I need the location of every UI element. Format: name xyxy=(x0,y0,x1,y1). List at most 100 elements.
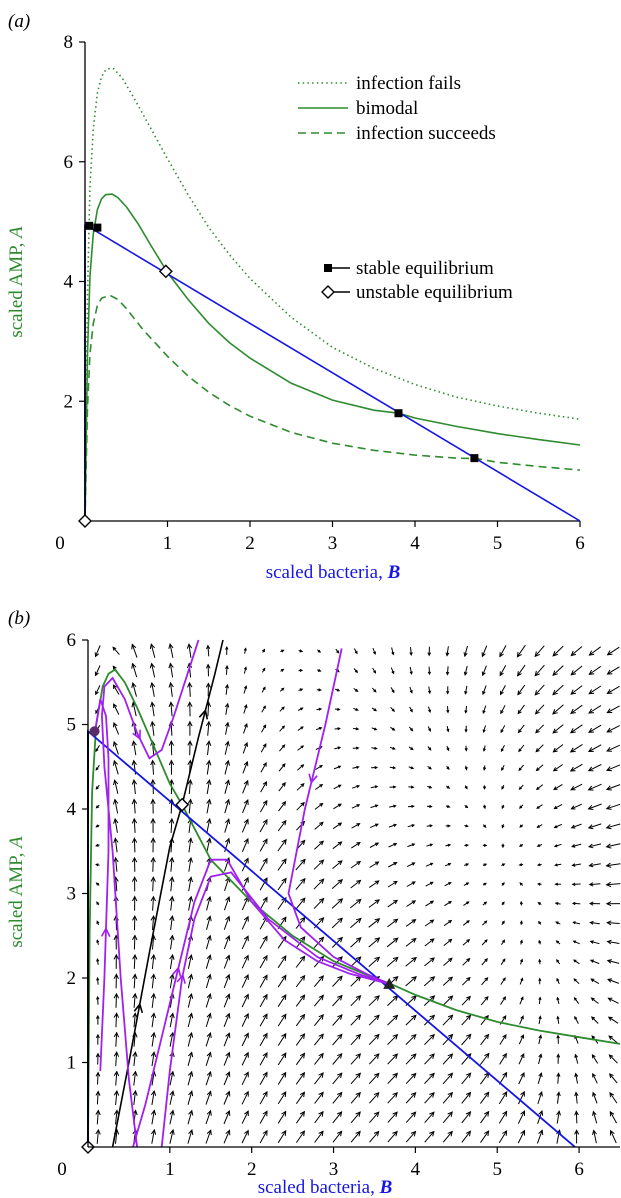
field-arrow-shaft xyxy=(151,1032,155,1047)
field-arrow-shaft xyxy=(241,916,249,930)
field-arrow-head xyxy=(318,688,322,692)
field-arrow-shaft xyxy=(133,954,136,969)
x-axis-label: scaled bacteria, B xyxy=(266,562,401,583)
field-arrow-shaft xyxy=(424,938,435,947)
field-arrow-head xyxy=(482,805,486,810)
field-arrow-head xyxy=(465,863,470,867)
bacteria-nullcline xyxy=(87,729,576,1148)
field-arrow-head xyxy=(590,978,595,983)
field-arrow-head xyxy=(448,938,453,943)
field-arrow-head xyxy=(538,996,542,1001)
field-arrow-shaft xyxy=(369,1092,380,1104)
field-arrow-head xyxy=(373,727,378,731)
field-arrow-head xyxy=(337,860,343,865)
field-arrow-shaft xyxy=(606,823,621,829)
field-arrow-head xyxy=(262,935,268,942)
field-arrow-head xyxy=(502,1110,508,1117)
field-arrow-shaft xyxy=(97,1072,99,1085)
field-arrow-head xyxy=(447,976,454,982)
field-arrow-shaft xyxy=(151,702,155,717)
field-arrow-shaft xyxy=(607,646,620,656)
field-arrow-head xyxy=(499,671,504,677)
field-arrow-head xyxy=(113,856,119,863)
field-arrow-shaft xyxy=(425,862,433,867)
field-arrow-head xyxy=(243,798,249,805)
legend-label: infection succeeds xyxy=(356,123,496,144)
field-arrow-head xyxy=(243,1051,249,1058)
field-arrow-head xyxy=(132,1051,138,1057)
field-arrow-head xyxy=(132,992,138,999)
field-arrow-head xyxy=(131,682,137,689)
field-arrow-head xyxy=(392,1014,399,1021)
field-arrow-shaft xyxy=(350,1034,361,1046)
field-arrow-head xyxy=(517,690,522,696)
field-arrow-head xyxy=(429,1033,435,1040)
field-arrow-head xyxy=(518,767,522,772)
field-arrow-head xyxy=(318,897,325,904)
field-arrow-head xyxy=(206,934,212,941)
x-axis-label-variable: B xyxy=(379,1177,393,1198)
field-arrow-shaft xyxy=(205,974,211,989)
field-arrow-head xyxy=(318,1072,324,1078)
field-arrow-shaft xyxy=(518,1034,524,1045)
field-arrow-head xyxy=(131,740,137,747)
field-arrow-head xyxy=(355,1111,361,1118)
field-arrow-shaft xyxy=(574,997,580,1004)
field-arrow-shaft xyxy=(333,765,341,770)
field-arrow-shaft xyxy=(241,897,249,911)
field-arrow-shaft xyxy=(206,760,210,775)
field-arrow-shaft xyxy=(575,1092,578,1104)
field-arrow-head xyxy=(206,759,212,766)
field-arrow-shaft xyxy=(296,802,305,811)
y-tick-label: 1 xyxy=(67,1053,77,1074)
field-arrow-shaft xyxy=(425,881,434,887)
field-arrow-head xyxy=(409,671,413,675)
field-arrow-head xyxy=(262,686,266,690)
legend-label: infection fails xyxy=(356,73,461,94)
field-arrow-head xyxy=(481,652,486,658)
field-arrow-shaft xyxy=(609,1111,618,1124)
field-arrow-shaft xyxy=(570,763,583,772)
field-arrow-head xyxy=(225,664,229,670)
field-arrow-shaft xyxy=(387,1073,398,1085)
field-arrow-head xyxy=(374,956,381,962)
field-arrow-head xyxy=(374,765,379,770)
field-arrow-head xyxy=(356,842,361,846)
field-arrow-shaft xyxy=(368,1073,380,1085)
field-arrow-head xyxy=(591,1035,596,1040)
field-arrow-head xyxy=(225,1109,231,1116)
field-arrow-head xyxy=(244,685,248,689)
field-arrow-head xyxy=(150,915,156,921)
field-arrow-head xyxy=(132,914,138,921)
field-arrow-head xyxy=(484,1110,490,1117)
field-arrow-head xyxy=(410,1072,417,1079)
field-arrow-head xyxy=(517,729,522,734)
field-arrow-shaft xyxy=(314,803,323,810)
field-arrow-head xyxy=(538,939,542,944)
field-arrow-shaft xyxy=(261,724,267,733)
field-arrow-head xyxy=(356,879,362,885)
field-arrow-shaft xyxy=(132,663,138,678)
field-arrow-shaft xyxy=(277,1033,287,1046)
field-arrow-head xyxy=(483,901,488,905)
field-arrow-head xyxy=(225,837,231,844)
field-arrow-head xyxy=(429,900,435,905)
field-arrow-shaft xyxy=(405,1092,416,1104)
field-arrow-head xyxy=(244,1129,249,1136)
field-arrow-shaft xyxy=(606,784,621,790)
field-arrow-head xyxy=(225,1012,231,1019)
field-arrow-head xyxy=(188,1051,194,1058)
field-arrow-head xyxy=(606,727,613,733)
field-arrow-shaft xyxy=(331,879,343,889)
field-arrow-head xyxy=(391,670,395,675)
x-tick-label: 2 xyxy=(245,533,255,554)
field-arrow-shaft xyxy=(350,937,362,948)
separatrix-arrow xyxy=(198,708,209,720)
field-arrow-head xyxy=(534,651,540,658)
field-arrow-head xyxy=(484,1052,490,1059)
field-arrow-head xyxy=(224,702,230,708)
field-arrow-shaft xyxy=(259,936,268,949)
field-arrow-shaft xyxy=(369,880,380,888)
field-arrow-head xyxy=(608,1054,614,1060)
field-arrow-shaft xyxy=(188,838,192,853)
